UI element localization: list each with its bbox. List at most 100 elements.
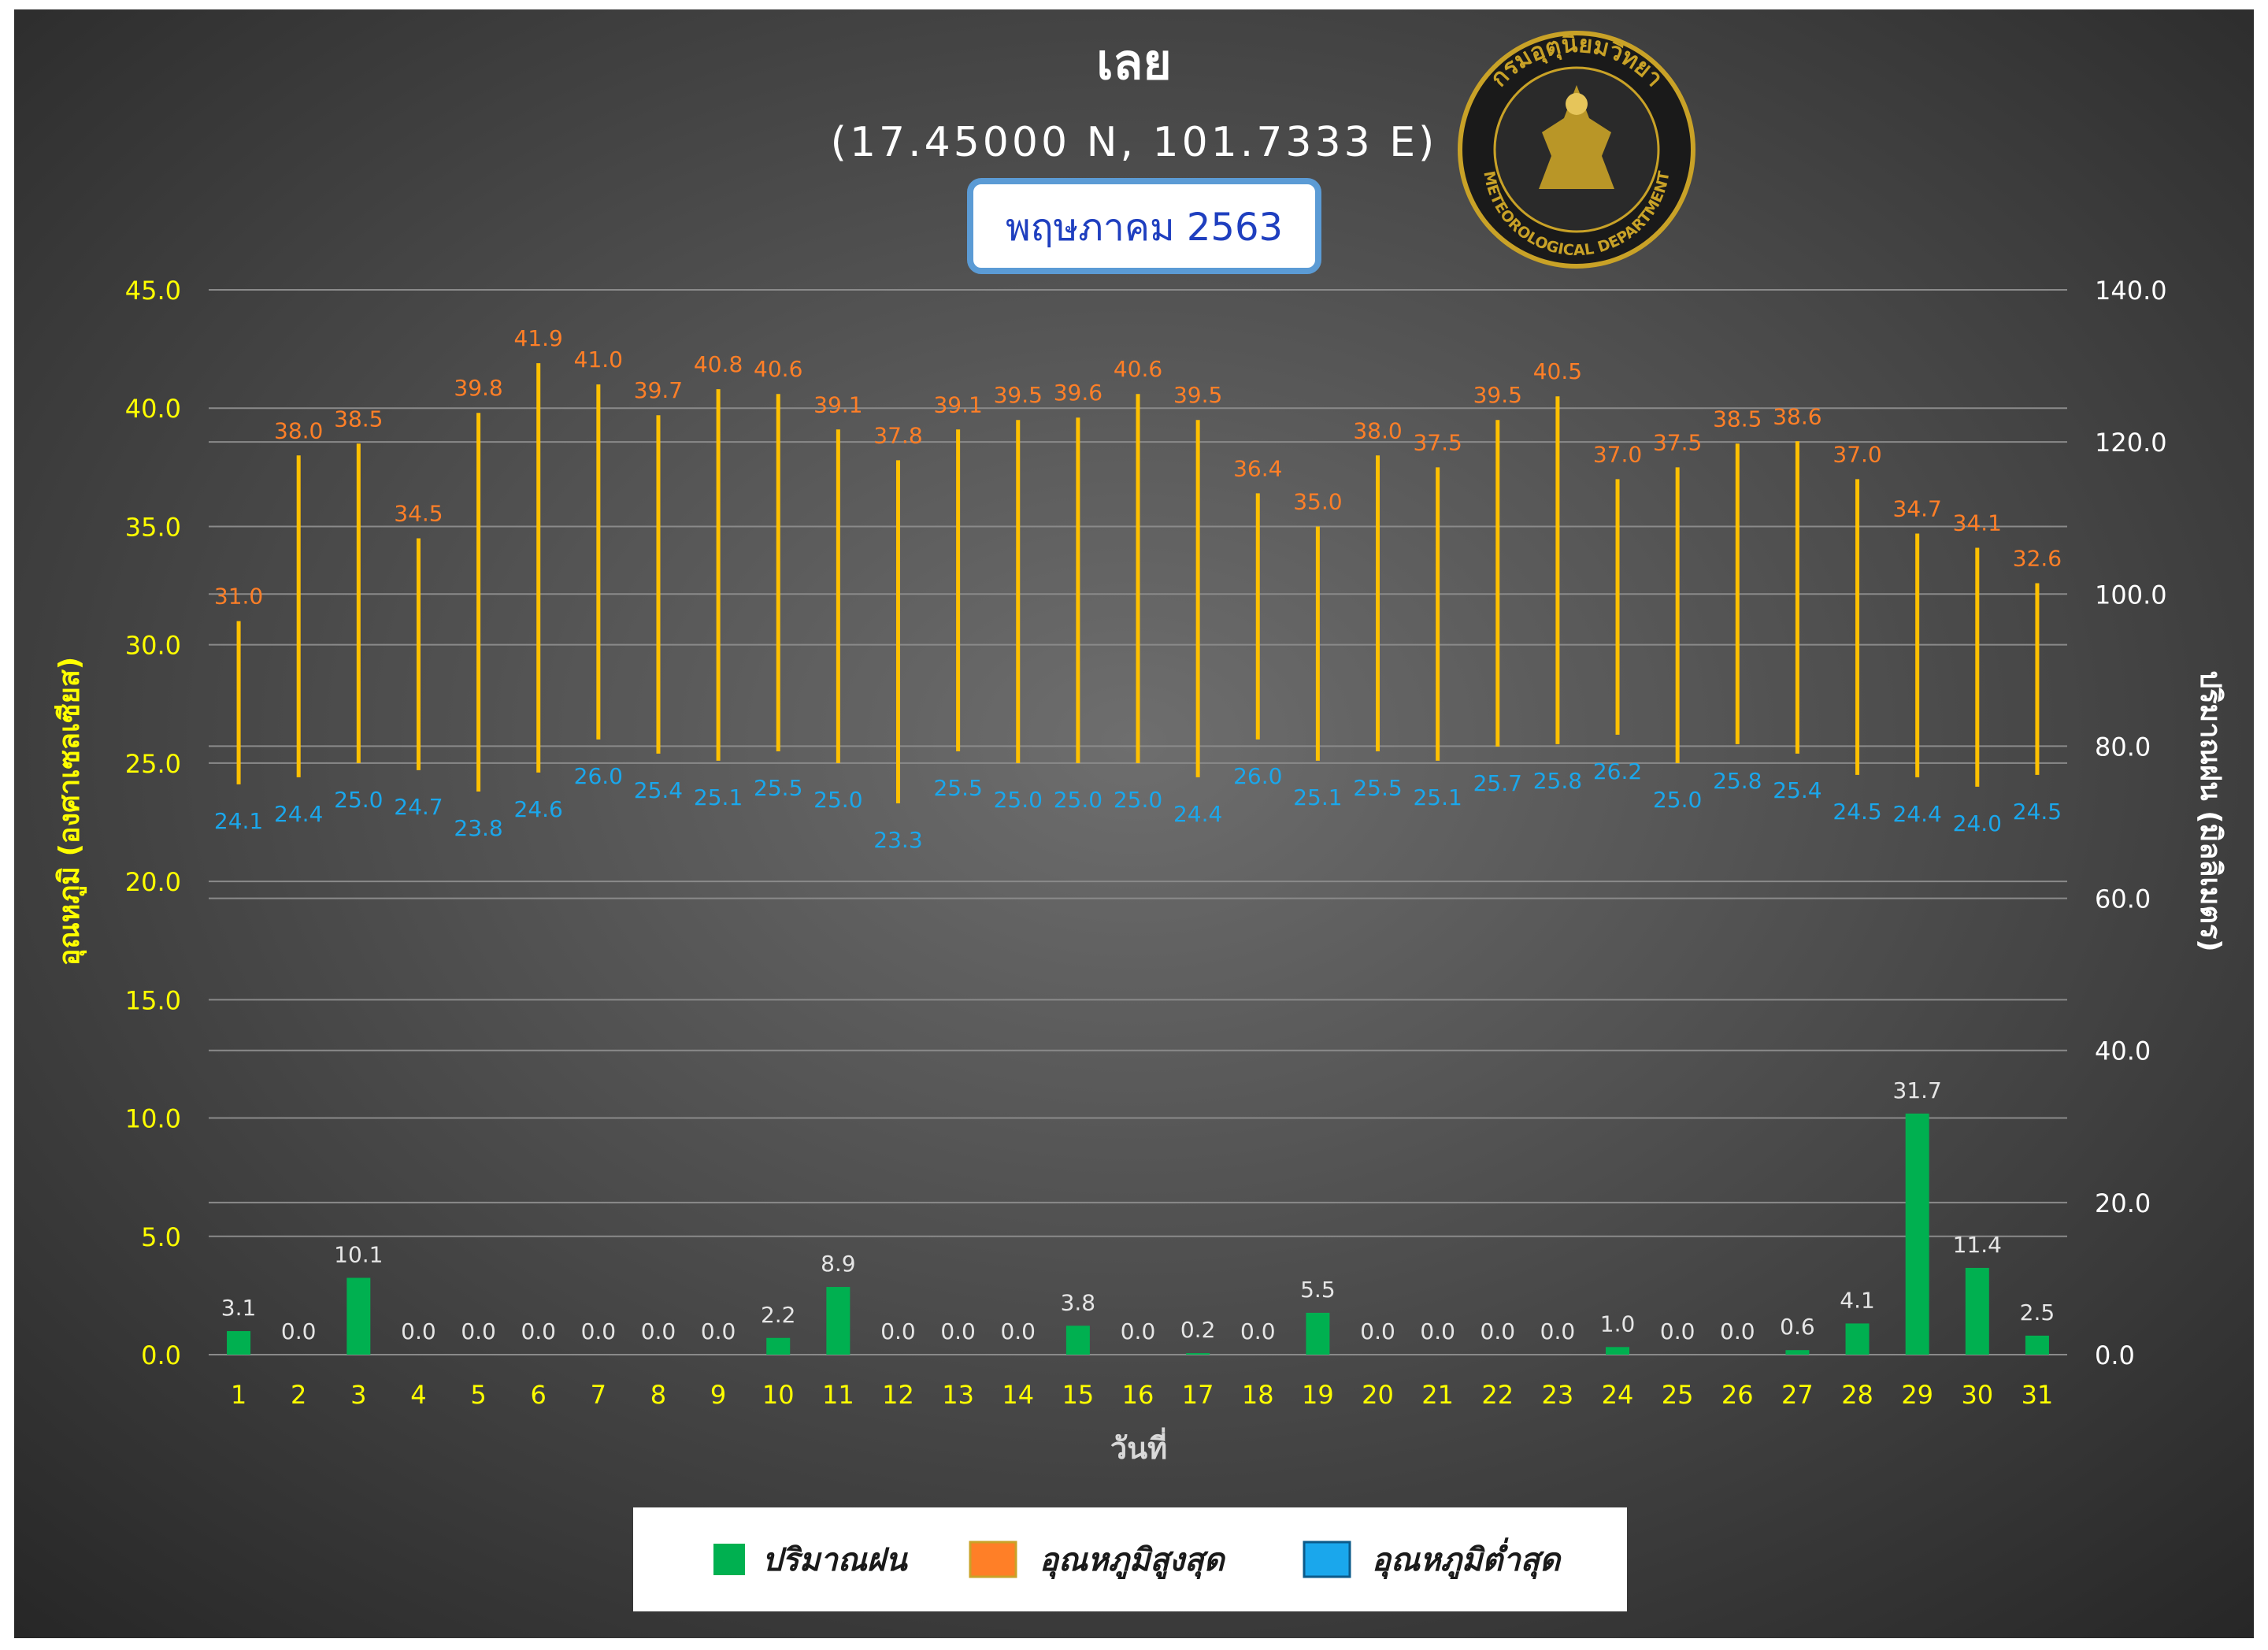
min-temp-label: 24.0: [1953, 810, 2002, 836]
rain-bar: [2025, 1335, 2049, 1355]
max-temp-label: 31.0: [214, 584, 263, 610]
min-temp-label: 25.1: [1293, 784, 1342, 810]
period-label: พฤษภาคม 2563: [1006, 206, 1283, 250]
max-temp-label: 37.0: [1593, 441, 1642, 467]
rain-value-label: 3.1: [221, 1295, 257, 1321]
min-temp-label: 25.0: [1653, 787, 1702, 813]
max-temp-label: 38.0: [274, 417, 323, 443]
x-tick-label: 15: [1062, 1380, 1095, 1410]
rain-value-label: 0.2: [1180, 1317, 1216, 1343]
rain-bar: [1065, 1326, 1090, 1355]
right-tick-label: 20.0: [2095, 1188, 2151, 1218]
right-tick-label: 120.0: [2095, 428, 2167, 458]
max-temp-label: 39.5: [994, 382, 1043, 408]
rain-bar: [1845, 1323, 1870, 1355]
max-temp-label: 40.8: [694, 351, 743, 377]
rain-value-label: 0.0: [461, 1318, 496, 1344]
meteorological-department-logo: กรมอุตุนิยมวิทยา METEOROLOGICAL DEPARTME…: [1458, 31, 1695, 269]
min-temp-label: 24.7: [394, 794, 443, 820]
max-temp-label: 38.0: [1353, 417, 1402, 443]
rain-value-label: 0.0: [1480, 1318, 1516, 1344]
legend-swatch-min: [1303, 1541, 1351, 1578]
right-axis-ticks: 0.0 20.0 40.0 60.0 80.0 100.0 120.0 140.0: [2095, 276, 2167, 1370]
x-tick-label: 19: [1302, 1380, 1334, 1410]
max-temp-label: 34.5: [394, 500, 443, 526]
rain-bars: [227, 1113, 2049, 1355]
x-tick-label: 3: [350, 1380, 366, 1410]
x-tick-label: 5: [470, 1380, 486, 1410]
min-temp-label: 25.0: [813, 787, 862, 813]
max-temp-label: 36.4: [1233, 455, 1282, 481]
rain-bar: [227, 1331, 251, 1355]
x-tick-label: 8: [650, 1380, 666, 1410]
rain-value-label: 0.0: [641, 1318, 676, 1344]
x-tick-label: 27: [1781, 1380, 1814, 1410]
min-temp-label: 24.4: [274, 801, 323, 827]
rain-value-label: 0.0: [1121, 1318, 1156, 1344]
min-temp-label: 25.7: [1473, 770, 1522, 796]
max-temp-label: 38.5: [1713, 406, 1762, 432]
max-temp-label: 39.5: [1473, 382, 1522, 408]
x-tick-label: 21: [1421, 1380, 1454, 1410]
rain-value-label: 5.5: [1300, 1277, 1336, 1303]
rain-value-label: 8.9: [821, 1251, 856, 1277]
min-temp-label: 25.1: [694, 784, 743, 810]
min-temp-label: 23.8: [454, 815, 502, 841]
legend-swatch-rain: [713, 1544, 745, 1575]
legend-label-rain: ปริมาณฝน: [762, 1542, 908, 1578]
x-tick-label: 18: [1242, 1380, 1274, 1410]
chart-coordinates: (17.45000 N, 101.7333 E): [831, 119, 1438, 166]
rain-bar: [826, 1287, 850, 1355]
rain-value-label: 0.0: [281, 1318, 317, 1344]
right-tick-label: 80.0: [2095, 732, 2151, 762]
legend: ปริมาณฝน อุณหภูมิสูงสุด อุณหภูมิต่ำสุด: [633, 1507, 1627, 1611]
rain-value-label: 10.1: [334, 1241, 383, 1267]
rain-value-label: 0.6: [1780, 1314, 1815, 1340]
rain-bar: [1965, 1267, 1989, 1355]
min-temp-label: 24.6: [514, 796, 563, 822]
max-temp-label: 37.5: [1413, 429, 1462, 455]
x-tick-label: 7: [591, 1380, 606, 1410]
max-temp-label: 32.6: [2013, 546, 2062, 572]
x-tick-label: 10: [762, 1380, 795, 1410]
x-axis-ticks: 1 2 3 4 5 6 7 8 9 10 11 12 13 14 15 16 17 18 19 20 21 22 23 24 2…: [231, 1380, 2053, 1410]
rain-value-label: 31.7: [1893, 1077, 1942, 1103]
x-tick-label: 31: [2022, 1380, 2054, 1410]
rain-value-label: 0.0: [581, 1318, 617, 1344]
max-temp-label: 37.5: [1653, 429, 1702, 455]
rain-value-label: 0.0: [880, 1318, 916, 1344]
chart-title: เลย: [1096, 33, 1172, 91]
max-temp-label: 40.6: [1114, 356, 1162, 382]
min-temp-label: 25.5: [754, 775, 802, 801]
rain-bar: [1306, 1312, 1330, 1355]
min-temp-label: 26.2: [1593, 758, 1642, 784]
min-temp-label: 23.3: [873, 827, 922, 853]
rain-value-label: 0.0: [1360, 1318, 1395, 1344]
max-temp-label: 40.5: [1533, 358, 1582, 384]
x-tick-label: 20: [1362, 1380, 1394, 1410]
deity-emblem-icon: [1539, 85, 1614, 189]
min-temp-label: 26.0: [574, 763, 623, 789]
left-axis-ticks: 0.0 5.0 10.0 15.0 20.0 25.0 30.0 35.0 40.0 45.0: [125, 276, 181, 1370]
right-tick-label: 60.0: [2095, 884, 2151, 914]
period-box: [967, 178, 1321, 274]
max-temp-label: 37.8: [873, 422, 922, 448]
min-temp-label: 25.0: [334, 787, 383, 813]
x-tick-label: 23: [1542, 1380, 1574, 1410]
max-temp-label: 34.7: [1893, 495, 1942, 521]
chart-background: [14, 9, 2254, 1638]
min-temp-label: 25.0: [1114, 787, 1162, 813]
min-temp-label: 25.8: [1713, 768, 1762, 794]
min-temp-label: 25.5: [933, 775, 982, 801]
min-temp-label: 24.4: [1173, 801, 1222, 827]
right-tick-label: 0.0: [2095, 1340, 2135, 1370]
rain-value-label: 2.2: [761, 1302, 796, 1328]
rain-value-label: 0.0: [401, 1318, 436, 1344]
left-tick-label: 45.0: [125, 276, 181, 306]
rain-value-label: 0.0: [1240, 1318, 1276, 1344]
left-tick-label: 25.0: [125, 749, 181, 779]
rain-bar: [1606, 1347, 1630, 1355]
min-temp-label: 24.1: [214, 808, 263, 834]
min-temp-label: 26.0: [1233, 763, 1282, 789]
